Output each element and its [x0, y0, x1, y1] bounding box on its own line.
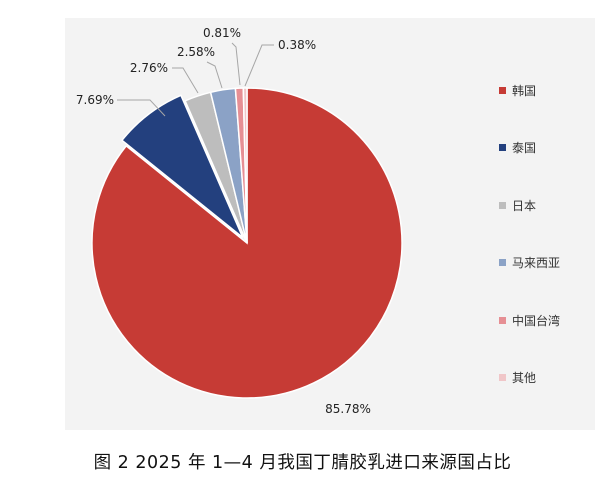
legend-item-3: 日本: [499, 198, 537, 213]
pie-slice-6: [242, 87, 248, 244]
pie-slice-2: [120, 94, 244, 239]
figure-caption: 图 2 2025 年 1—4 月我国丁腈胶乳进口来源国占比: [93, 453, 512, 473]
leader-line-6: [244, 44, 274, 87]
legend-label: 中国台湾: [512, 313, 561, 328]
legend-swatch: [499, 316, 506, 324]
legend-swatch: [499, 374, 506, 381]
leader-line-3: [172, 67, 199, 94]
legend-item-4: 马来西亚: [499, 256, 560, 270]
legend-label: 其他: [512, 371, 537, 385]
data-label-5: 0.81%: [203, 26, 241, 40]
legend-item-2: 泰国: [499, 141, 536, 155]
data-label-6: 0.38%: [278, 38, 316, 52]
legend-label: 韩国: [512, 83, 537, 98]
legend-item-6: 其他: [499, 371, 536, 385]
legend-swatch: [499, 86, 506, 94]
legend-swatch: [499, 259, 506, 266]
data-label-3: 2.76%: [130, 61, 168, 75]
leader-line-2: [117, 99, 166, 117]
legend-item-5: 中国台湾: [499, 313, 561, 328]
legend-label: 泰国: [512, 141, 537, 155]
data-label-2: 7.69%: [76, 93, 114, 107]
data-label-4: 2.58%: [177, 45, 215, 59]
legend-label: 马来西亚: [512, 256, 561, 270]
legend-swatch: [499, 201, 506, 209]
legend-label: 日本: [512, 198, 537, 213]
data-label-1: 85.78%: [325, 402, 371, 416]
leader-line-4: [206, 61, 223, 89]
leader-line-5: [231, 42, 241, 86]
legend-swatch: [499, 144, 506, 151]
legend-item-1: 韩国: [499, 83, 537, 98]
